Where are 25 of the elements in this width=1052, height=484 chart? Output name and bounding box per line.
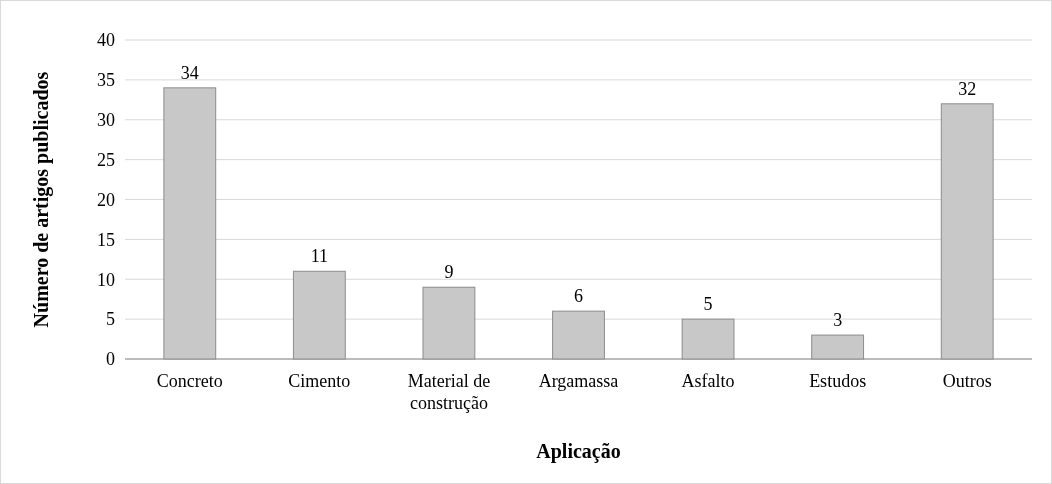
data-label: 9 <box>444 262 454 283</box>
x-tick-label: Asfalto <box>681 371 735 391</box>
x-tick-label: Estudos <box>809 371 867 391</box>
y-axis-title: Número de artigos publicados <box>30 71 53 328</box>
y-tick-label: 20 <box>97 189 115 210</box>
y-tick-label: 5 <box>106 309 115 330</box>
x-tick-label: Argamassa <box>538 371 619 391</box>
y-tick-label: 25 <box>97 149 115 170</box>
x-tick-label: Material de construção <box>407 371 491 413</box>
y-tick-label: 15 <box>97 229 115 250</box>
data-label: 5 <box>703 294 713 315</box>
data-label: 11 <box>310 246 329 267</box>
y-tick-label: 10 <box>97 269 115 290</box>
x-tick-label: Cimento <box>288 371 351 391</box>
y-tick-label: 30 <box>97 110 115 131</box>
data-label: 3 <box>833 310 843 331</box>
data-label: 6 <box>574 286 583 307</box>
y-tick-label: 0 <box>106 349 115 370</box>
data-label: 32 <box>958 78 977 99</box>
x-tick-label: Outros <box>942 371 992 391</box>
data-label: 34 <box>180 62 199 83</box>
x-axis-title: Aplicação <box>536 440 621 463</box>
x-tick-label: Concreto <box>156 371 223 391</box>
y-tick-label: 40 <box>97 30 115 51</box>
y-tick-label: 35 <box>97 70 115 91</box>
